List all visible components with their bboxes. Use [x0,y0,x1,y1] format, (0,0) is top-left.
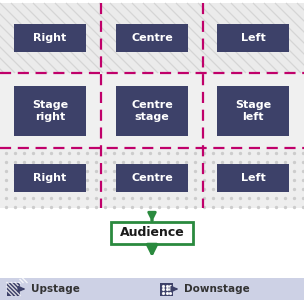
Bar [7,283,20,296]
Bar [116,164,188,192]
Text: Centre
stage: Centre stage [131,100,173,122]
Bar [160,283,173,296]
Bar [0,73,304,148]
Bar [14,85,86,136]
Bar [0,278,304,300]
Text: Right: Right [33,33,67,43]
Text: Stage
right: Stage right [32,100,68,122]
Text: Centre: Centre [131,173,173,183]
Text: Stage
left: Stage left [235,100,271,122]
Text: Left: Left [241,173,265,183]
Bar [116,24,188,52]
Bar [217,164,289,192]
Bar [14,164,86,192]
Text: Audience: Audience [120,226,184,239]
Text: Centre: Centre [131,33,173,43]
Text: Upstage: Upstage [31,284,80,294]
Bar [217,24,289,52]
Bar [0,208,304,278]
Text: Downstage: Downstage [184,284,250,294]
Bar [217,85,289,136]
Text: Left: Left [241,33,265,43]
Bar [111,222,193,244]
Bar [14,24,86,52]
Bar [0,148,304,208]
Bar [0,3,304,73]
Text: Right: Right [33,173,67,183]
Bar [116,85,188,136]
